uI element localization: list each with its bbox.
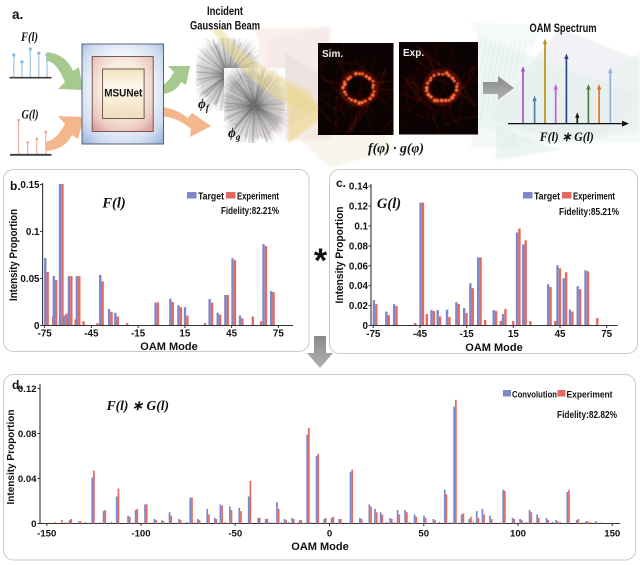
svg-text:0.1: 0.1 bbox=[26, 227, 40, 238]
svg-text:0: 0 bbox=[34, 321, 40, 332]
svg-text:45: 45 bbox=[555, 329, 566, 340]
svg-text:Experiment: Experiment bbox=[567, 390, 614, 401]
svg-text:-75: -75 bbox=[38, 329, 53, 340]
svg-text:Intensity Proportion: Intensity Proportion bbox=[334, 206, 346, 303]
svg-text:a.: a. bbox=[12, 7, 23, 22]
svg-text:15: 15 bbox=[179, 329, 190, 340]
svg-text:0.14: 0.14 bbox=[349, 182, 369, 193]
svg-text:150: 150 bbox=[604, 529, 620, 540]
svg-text:c.: c. bbox=[336, 176, 346, 190]
svg-text:Convolution: Convolution bbox=[512, 390, 557, 401]
svg-text:-150: -150 bbox=[37, 529, 56, 540]
svg-text:-75: -75 bbox=[366, 329, 381, 340]
svg-text:0.1: 0.1 bbox=[354, 222, 368, 233]
svg-text:0.04: 0.04 bbox=[349, 281, 369, 292]
svg-text:-15: -15 bbox=[460, 329, 475, 340]
svg-text:OAM Mode: OAM Mode bbox=[140, 341, 197, 353]
svg-text:F(l) ∗ G(l): F(l) ∗ G(l) bbox=[106, 398, 169, 413]
svg-text:G(l): G(l) bbox=[377, 196, 401, 212]
svg-text:Fidelity:85.21%: Fidelity:85.21% bbox=[559, 206, 620, 218]
svg-text:0.08: 0.08 bbox=[18, 429, 37, 440]
svg-text:*: * bbox=[314, 242, 328, 280]
svg-text:0: 0 bbox=[31, 519, 36, 530]
svg-text:Exp.: Exp. bbox=[403, 48, 424, 59]
svg-text:Target: Target bbox=[198, 192, 225, 203]
svg-text:Gaussian Beam: Gaussian Beam bbox=[190, 19, 260, 33]
svg-text:0.12: 0.12 bbox=[349, 202, 369, 213]
svg-text:Intensity Proportion: Intensity Proportion bbox=[8, 209, 20, 301]
svg-text:0.04: 0.04 bbox=[18, 474, 37, 485]
svg-text:Target: Target bbox=[534, 192, 561, 203]
svg-text:0.15: 0.15 bbox=[20, 180, 40, 191]
svg-text:-100: -100 bbox=[131, 529, 150, 540]
svg-text:-50: -50 bbox=[228, 529, 242, 540]
svg-text:G(l): G(l) bbox=[22, 107, 39, 122]
svg-text:F(l) ∗ G(l): F(l) ∗ G(l) bbox=[539, 129, 594, 144]
svg-text:OAM Mode: OAM Mode bbox=[291, 541, 348, 553]
svg-text:-45: -45 bbox=[413, 329, 428, 340]
svg-text:0: 0 bbox=[363, 321, 369, 332]
svg-text:75: 75 bbox=[273, 329, 284, 340]
svg-text:Fidelity:82.82%: Fidelity:82.82% bbox=[557, 410, 617, 421]
svg-text:0: 0 bbox=[327, 529, 332, 540]
svg-text:Sim.: Sim. bbox=[322, 49, 343, 60]
svg-text:OAM Mode: OAM Mode bbox=[465, 342, 522, 354]
svg-text:45: 45 bbox=[226, 329, 237, 340]
svg-text:0.08: 0.08 bbox=[349, 241, 369, 252]
svg-text:0.05: 0.05 bbox=[20, 274, 40, 285]
svg-text:Fidelity:82.21%: Fidelity:82.21% bbox=[221, 205, 279, 217]
svg-text:ϕf: ϕf bbox=[198, 96, 210, 113]
svg-text:-15: -15 bbox=[131, 329, 146, 340]
svg-text:Experiment: Experiment bbox=[573, 192, 616, 203]
svg-text:0.06: 0.06 bbox=[349, 261, 369, 272]
svg-text:f(φ) · g(φ): f(φ) · g(φ) bbox=[368, 142, 424, 157]
svg-text:Experiment: Experiment bbox=[237, 192, 280, 203]
svg-text:MSUNet: MSUNet bbox=[104, 88, 142, 100]
svg-text:0.12: 0.12 bbox=[18, 384, 37, 395]
svg-text:d.: d. bbox=[12, 378, 23, 392]
svg-text:0.02: 0.02 bbox=[349, 301, 369, 312]
svg-text:-45: -45 bbox=[84, 329, 99, 340]
svg-text:15: 15 bbox=[508, 329, 519, 340]
svg-text:75: 75 bbox=[601, 329, 612, 340]
svg-text:b.: b. bbox=[10, 179, 21, 193]
svg-text:F(l): F(l) bbox=[20, 29, 38, 44]
svg-text:100: 100 bbox=[510, 529, 526, 540]
svg-text:OAM Spectrum: OAM Spectrum bbox=[530, 21, 597, 35]
svg-text:Intensity Proportion: Intensity Proportion bbox=[5, 410, 17, 505]
svg-text:F(l): F(l) bbox=[101, 196, 125, 212]
svg-text:50: 50 bbox=[418, 529, 429, 540]
svg-text:Incident: Incident bbox=[207, 4, 243, 18]
